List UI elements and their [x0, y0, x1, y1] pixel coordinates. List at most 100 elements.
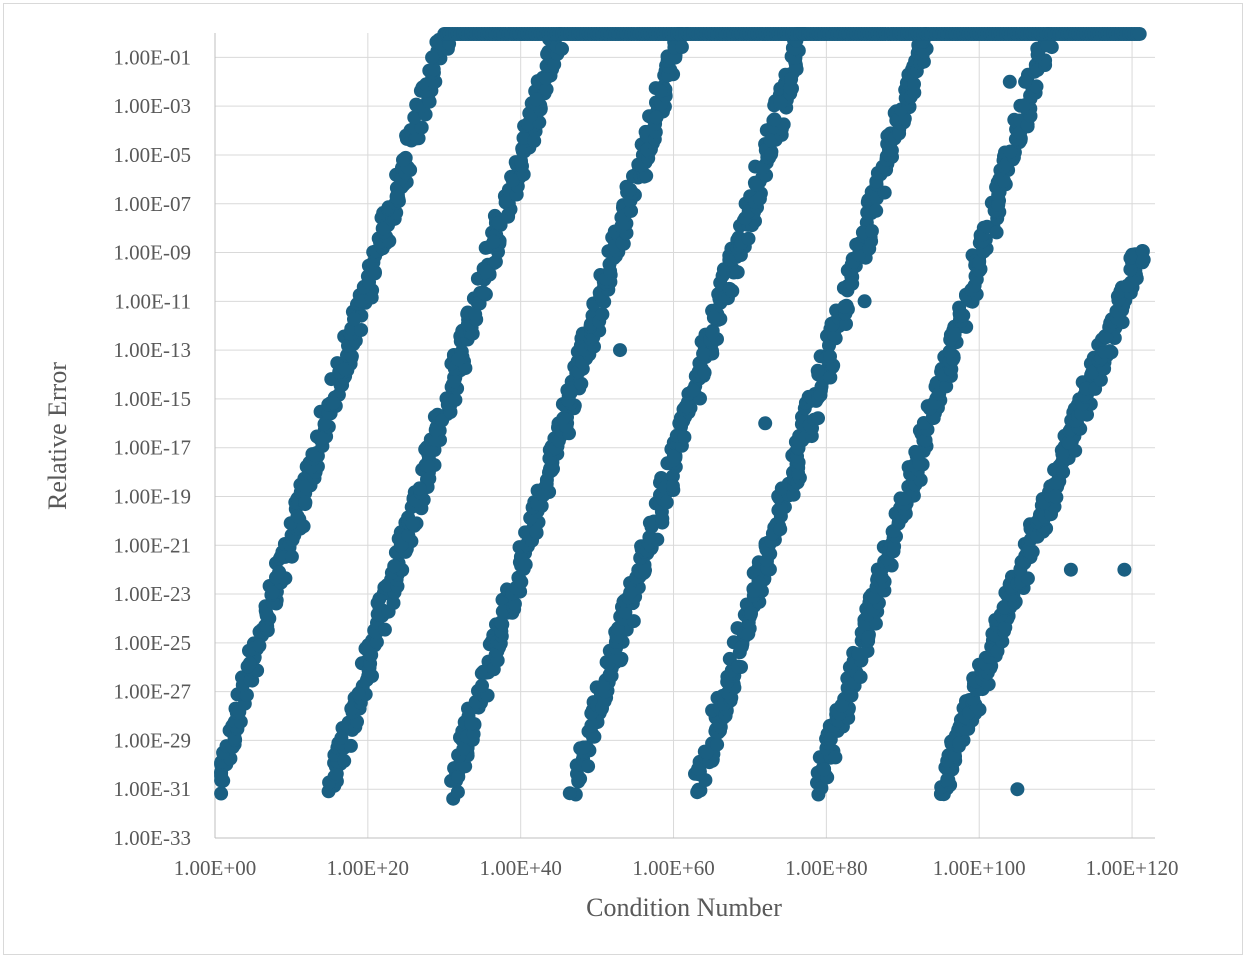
data-point — [412, 481, 427, 496]
data-point — [665, 479, 680, 493]
data-point — [860, 644, 875, 659]
data-point — [464, 716, 479, 731]
data-point — [420, 458, 435, 473]
data-point — [1010, 782, 1025, 797]
data-point — [451, 352, 466, 367]
data-point — [466, 727, 481, 742]
data-point — [351, 686, 366, 701]
y-tick-label: 1.00E-17 — [113, 436, 191, 460]
data-point — [691, 761, 706, 776]
data-point — [252, 638, 267, 653]
y-tick-label: 1.00E-27 — [113, 680, 191, 704]
data-point — [377, 622, 392, 637]
data-point — [595, 307, 610, 322]
data-point — [1063, 562, 1078, 577]
data-point — [563, 385, 578, 400]
data-point — [907, 77, 921, 92]
data-point — [734, 640, 748, 655]
data-point — [1048, 489, 1063, 504]
data-point — [450, 785, 465, 800]
data-point — [298, 479, 313, 494]
data-point — [752, 576, 767, 591]
y-tick-label: 1.00E-25 — [113, 631, 191, 655]
y-tick-label: 1.00E-13 — [113, 338, 191, 362]
data-point — [666, 449, 681, 464]
data-point — [405, 516, 420, 531]
data-point — [942, 344, 957, 359]
data-point — [626, 614, 641, 629]
data-point — [596, 679, 611, 694]
data-point — [674, 40, 689, 54]
data-point — [623, 203, 638, 218]
data-point — [284, 549, 299, 564]
data-point — [426, 62, 441, 77]
y-tick-label: 1.00E-09 — [113, 241, 191, 265]
data-point — [425, 50, 440, 65]
data-point — [691, 782, 706, 797]
data-point — [839, 317, 853, 331]
data-point — [475, 678, 489, 693]
y-axis-title: Relative Error — [43, 362, 72, 510]
data-point — [337, 362, 352, 376]
data-point — [367, 266, 382, 281]
y-tick-label: 1.00E-07 — [113, 192, 191, 216]
data-points — [214, 27, 1151, 806]
x-tick-label: 1.00E+20 — [327, 856, 409, 880]
data-point — [556, 411, 571, 426]
data-point — [603, 264, 618, 279]
data-point — [326, 396, 341, 410]
data-point — [242, 656, 257, 671]
data-point — [730, 265, 745, 280]
y-tick-labels: 1.00E-01 1.00E-03 1.00E-05 1.00E-07 1.00E-09… — [113, 45, 191, 850]
data-point — [1040, 38, 1055, 53]
data-point — [659, 495, 674, 510]
x-axis-title: Condition Number — [586, 893, 782, 922]
data-point — [744, 606, 758, 621]
data-point — [562, 786, 577, 801]
data-point — [494, 615, 508, 630]
data-point — [414, 120, 429, 135]
data-point — [706, 310, 721, 325]
data-point — [314, 431, 329, 446]
data-point — [956, 308, 971, 323]
data-point — [741, 231, 756, 246]
data-point — [811, 411, 825, 426]
data-point — [479, 264, 494, 279]
data-point — [514, 574, 529, 589]
data-point — [828, 750, 843, 765]
data-point — [456, 742, 471, 757]
x-tick-label: 1.00E+00 — [174, 856, 256, 880]
data-point — [758, 416, 773, 431]
data-point — [347, 312, 361, 327]
data-point — [516, 131, 531, 145]
data-point — [813, 388, 828, 403]
data-point — [1117, 562, 1132, 577]
data-point — [447, 374, 462, 389]
data-point — [649, 110, 664, 125]
y-tick-label: 1.00E-29 — [113, 728, 191, 752]
data-point — [1120, 278, 1135, 293]
data-point — [343, 738, 358, 753]
data-point — [845, 276, 860, 291]
data-point — [823, 370, 838, 385]
data-point — [613, 343, 627, 358]
data-point — [1018, 74, 1033, 89]
data-point — [574, 376, 589, 391]
data-point — [767, 112, 782, 127]
data-point — [387, 559, 402, 574]
data-point — [354, 323, 369, 337]
data-point — [864, 224, 879, 238]
data-point — [857, 294, 872, 309]
y-tick-label: 1.00E-33 — [113, 826, 191, 850]
data-point — [853, 670, 868, 684]
data-point — [476, 285, 491, 300]
data-point — [272, 565, 287, 580]
data-point — [918, 433, 933, 448]
data-point — [710, 737, 725, 752]
x-tick-label: 1.00E+40 — [479, 856, 561, 880]
data-point — [396, 152, 410, 167]
x-tick-label: 1.00E+100 — [933, 856, 1026, 880]
data-point — [823, 349, 837, 364]
data-point — [422, 94, 437, 109]
